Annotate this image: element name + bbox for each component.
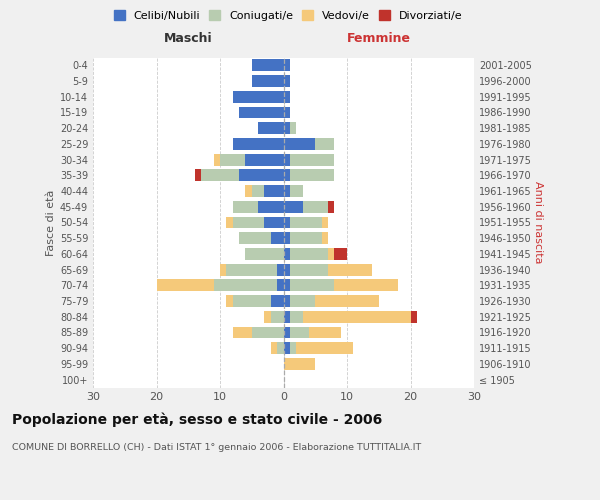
Bar (201, 170, 239, 181)
Bar (239, 170, 284, 181)
Bar (233, 295, 271, 307)
Bar (284, 122, 290, 134)
Bar (284, 248, 290, 260)
Bar (245, 185, 252, 197)
Bar (265, 311, 271, 322)
Bar (284, 216, 290, 228)
Bar (290, 280, 334, 291)
Bar (328, 201, 334, 212)
Bar (265, 185, 284, 197)
Text: COMUNE DI BORRELLO (CH) - Dati ISTAT 1° gennaio 2006 - Elaborazione TUTTITALIA.I: COMUNE DI BORRELLO (CH) - Dati ISTAT 1° … (12, 442, 421, 452)
Bar (284, 232, 290, 244)
Bar (245, 154, 284, 166)
Bar (322, 216, 328, 228)
Bar (296, 342, 353, 354)
Bar (233, 91, 284, 102)
Bar (315, 295, 379, 307)
Text: Femmine: Femmine (347, 32, 411, 45)
Bar (328, 248, 334, 260)
Bar (252, 60, 284, 71)
Bar (290, 342, 296, 354)
Bar (284, 326, 290, 338)
Bar (290, 248, 328, 260)
Bar (220, 264, 226, 276)
Bar (290, 264, 328, 276)
Bar (284, 342, 290, 354)
Bar (284, 358, 315, 370)
Bar (233, 216, 265, 228)
Bar (265, 216, 284, 228)
Bar (290, 154, 334, 166)
Bar (220, 154, 245, 166)
Bar (322, 232, 328, 244)
Bar (226, 295, 233, 307)
Bar (315, 138, 334, 150)
Bar (328, 264, 373, 276)
Bar (252, 185, 265, 197)
Bar (233, 138, 284, 150)
Bar (309, 326, 341, 338)
Bar (252, 75, 284, 87)
Legend: Celibi/Nubili, Coniugati/e, Vedovi/e, Divorziati/e: Celibi/Nubili, Coniugati/e, Vedovi/e, Di… (112, 8, 464, 24)
Bar (290, 185, 302, 197)
Bar (157, 280, 214, 291)
Bar (214, 154, 220, 166)
Bar (284, 170, 290, 181)
Bar (290, 295, 315, 307)
Bar (290, 216, 322, 228)
Bar (284, 154, 290, 166)
Bar (334, 280, 398, 291)
Bar (226, 264, 277, 276)
Bar (239, 106, 284, 118)
Bar (233, 326, 252, 338)
Bar (284, 201, 302, 212)
Bar (334, 248, 347, 260)
Bar (277, 342, 284, 354)
Bar (284, 264, 290, 276)
Bar (290, 326, 309, 338)
Text: Maschi: Maschi (164, 32, 212, 45)
Bar (284, 295, 290, 307)
Bar (284, 280, 290, 291)
Bar (284, 75, 290, 87)
Bar (277, 280, 284, 291)
Bar (284, 91, 290, 102)
Bar (290, 170, 334, 181)
Bar (214, 280, 277, 291)
Bar (302, 201, 328, 212)
Y-axis label: Fasce di età: Fasce di età (46, 190, 56, 256)
Bar (284, 138, 315, 150)
Bar (245, 248, 284, 260)
Bar (271, 295, 284, 307)
Bar (271, 342, 277, 354)
Y-axis label: Anni di nascita: Anni di nascita (533, 181, 543, 264)
Bar (284, 311, 290, 322)
Bar (410, 311, 417, 322)
Bar (226, 216, 233, 228)
Bar (277, 264, 284, 276)
Bar (239, 232, 271, 244)
Bar (284, 106, 290, 118)
Bar (290, 311, 302, 322)
Bar (271, 311, 284, 322)
Bar (302, 311, 410, 322)
Bar (194, 170, 201, 181)
Bar (290, 232, 322, 244)
Bar (284, 60, 290, 71)
Bar (233, 201, 258, 212)
Text: Popolazione per età, sesso e stato civile - 2006: Popolazione per età, sesso e stato civil… (12, 412, 382, 427)
Bar (258, 201, 284, 212)
Bar (284, 185, 290, 197)
Bar (271, 232, 284, 244)
Bar (290, 122, 296, 134)
Bar (252, 326, 284, 338)
Bar (258, 122, 284, 134)
